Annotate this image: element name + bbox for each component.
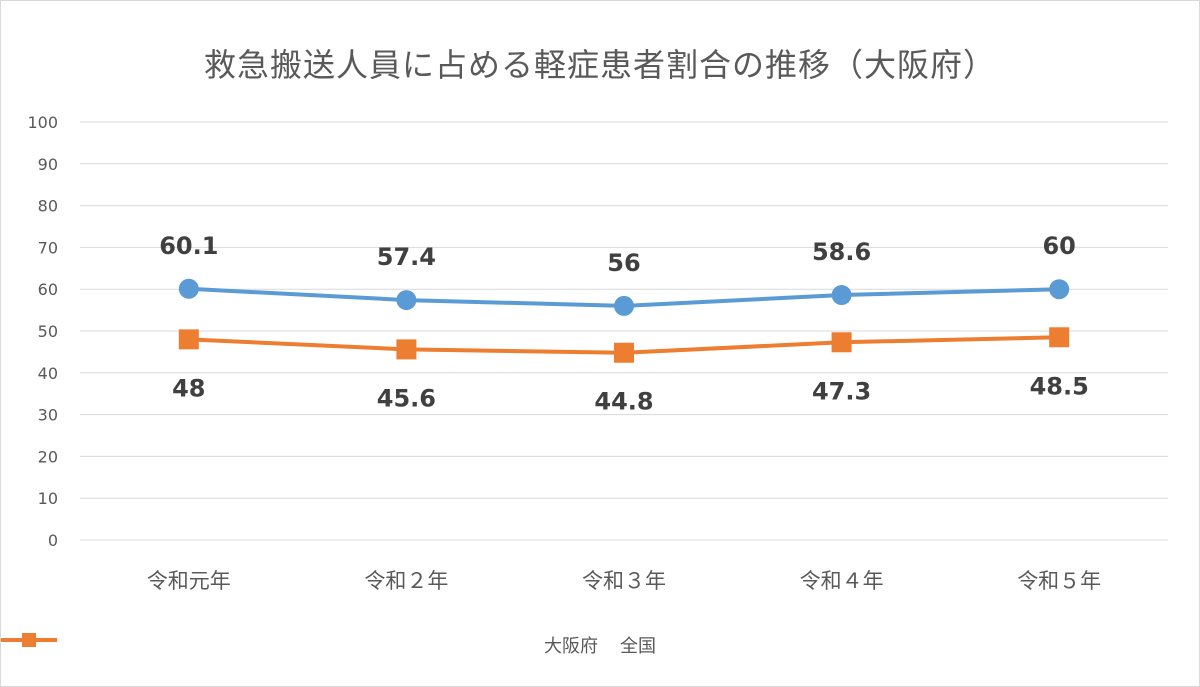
x-tick-label: 令和元年 xyxy=(147,569,231,593)
data-point xyxy=(614,342,634,363)
y-tick-label: 100 xyxy=(27,113,58,132)
y-tick-label: 70 xyxy=(38,238,58,257)
data-label: 60 xyxy=(1042,232,1075,260)
y-tick-label: 10 xyxy=(38,489,58,508)
y-tick-label: 90 xyxy=(38,155,58,174)
data-label: 48.5 xyxy=(1030,372,1089,400)
data-point xyxy=(831,285,852,306)
data-point xyxy=(178,278,199,299)
legend: 大阪府 全国 xyxy=(0,632,1200,658)
y-tick-label: 80 xyxy=(38,197,58,216)
legend-entry-osaka: 大阪府 xyxy=(1,632,598,658)
legend-label-osaka: 大阪府 xyxy=(544,636,598,657)
data-point xyxy=(396,290,417,311)
data-label: 57.4 xyxy=(377,243,436,271)
x-tick-label: 令和３年 xyxy=(582,569,666,593)
data-label: 47.3 xyxy=(812,377,871,405)
legend-marker-square-icon xyxy=(1,633,57,647)
data-label: 56 xyxy=(607,249,640,277)
data-point xyxy=(396,339,417,360)
legend-entry-national: 全国 xyxy=(1,632,656,658)
data-point xyxy=(1049,327,1070,348)
data-label: 58.6 xyxy=(812,238,871,266)
legend-label-national: 全国 xyxy=(620,636,656,657)
y-tick-label: 60 xyxy=(38,280,58,299)
x-tick-label: 令和５年 xyxy=(1017,569,1101,593)
data-point xyxy=(614,295,634,316)
data-point xyxy=(1049,279,1070,300)
data-point xyxy=(178,329,199,350)
y-tick-label: 20 xyxy=(38,447,58,466)
x-tick-label: 令和２年 xyxy=(364,569,448,593)
y-tick-label: 30 xyxy=(38,406,58,425)
chart-title: 救急搬送人員に占める軽症患者割合の推移（大阪府） xyxy=(203,46,996,84)
data-label: 44.8 xyxy=(594,388,653,416)
y-tick-label: 0 xyxy=(48,531,58,550)
x-tick-label: 令和４年 xyxy=(800,569,884,593)
data-label: 60.1 xyxy=(159,232,218,260)
data-label: 48 xyxy=(172,374,205,402)
y-tick-label: 40 xyxy=(38,364,58,383)
y-tick-label: 50 xyxy=(38,322,58,341)
data-label: 45.6 xyxy=(377,384,436,412)
data-point xyxy=(831,332,852,353)
